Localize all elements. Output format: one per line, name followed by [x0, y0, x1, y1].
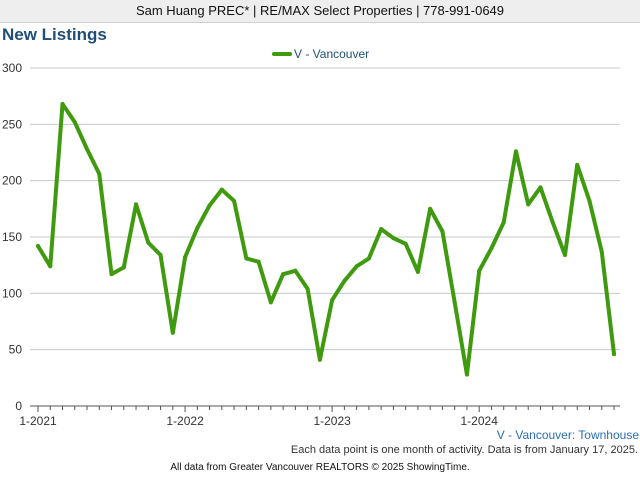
- series-layer: [36, 102, 616, 377]
- y-tick-label: 150: [2, 230, 22, 244]
- y-tick-label: 200: [2, 174, 22, 188]
- data-point: [342, 278, 347, 283]
- x-tick-label: 1-2021: [19, 414, 57, 428]
- data-point: [587, 198, 592, 203]
- data-point: [428, 206, 433, 211]
- data-point: [575, 162, 580, 167]
- axes: 0 50 100 150 200 250 300 1-2021 1-2022 1-2023 1-20…: [2, 61, 639, 442]
- data-point: [60, 102, 65, 107]
- data-point: [36, 244, 40, 249]
- data-point: [195, 225, 200, 230]
- data-point: [183, 255, 188, 260]
- x-tick-label: 1-2024: [461, 414, 499, 428]
- series-corner-label: V - Vancouver: Townhouse: [497, 428, 640, 442]
- data-point: [158, 253, 163, 258]
- y-tick-label: 250: [2, 117, 22, 131]
- data-point: [513, 149, 518, 154]
- data-point: [170, 330, 175, 335]
- x-tick-label: 1-2022: [166, 414, 204, 428]
- legend: V - Vancouver: [272, 47, 369, 61]
- data-point: [97, 171, 102, 176]
- grid-lines: [30, 67, 620, 351]
- y-tick-label: 300: [2, 61, 22, 75]
- data-point: [501, 220, 506, 225]
- data-point: [440, 229, 445, 234]
- data-point: [109, 272, 114, 277]
- header-bar: Sam Huang PREC* | RE/MAX Select Properti…: [0, 0, 640, 23]
- data-point: [379, 227, 384, 232]
- data-point: [244, 256, 249, 261]
- data-point: [146, 240, 151, 245]
- data-point: [526, 202, 531, 207]
- data-point: [317, 357, 322, 362]
- y-tick-label: 0: [15, 399, 22, 413]
- y-tick-label: 50: [9, 343, 23, 357]
- data-point: [256, 259, 261, 264]
- data-point: [268, 300, 273, 305]
- data-point: [403, 241, 408, 246]
- data-point: [293, 268, 298, 273]
- data-point: [562, 253, 567, 258]
- data-point: [599, 249, 604, 254]
- legend-label: V - Vancouver: [294, 47, 369, 61]
- data-point: [550, 220, 555, 225]
- y-tick-label: 100: [2, 286, 22, 300]
- data-point: [452, 300, 457, 305]
- data-point: [415, 269, 420, 274]
- data-point: [232, 198, 237, 203]
- footer-credit: All data from Greater Vancouver REALTORS…: [170, 462, 470, 473]
- data-point: [48, 264, 53, 269]
- data-point: [281, 272, 286, 277]
- data-point: [219, 187, 224, 192]
- data-point: [366, 256, 371, 261]
- series-line: [36, 102, 616, 377]
- data-point: [391, 236, 396, 241]
- data-point: [330, 298, 335, 303]
- data-point: [538, 185, 543, 190]
- data-point: [207, 203, 212, 208]
- data-point: [134, 202, 139, 207]
- data-point: [612, 352, 616, 357]
- x-tick-label: 1-2023: [313, 414, 351, 428]
- data-note: Each data point is one month of activity…: [290, 444, 638, 456]
- data-point: [121, 265, 126, 270]
- data-point: [305, 286, 310, 291]
- header-text: Sam Huang PREC* | RE/MAX Select Properti…: [135, 3, 505, 18]
- data-point: [464, 372, 469, 377]
- data-point: [477, 268, 482, 273]
- chart-title: New Listings: [2, 25, 107, 44]
- data-point: [354, 264, 359, 269]
- data-point: [72, 120, 77, 125]
- data-point: [85, 147, 90, 152]
- data-point: [489, 246, 494, 251]
